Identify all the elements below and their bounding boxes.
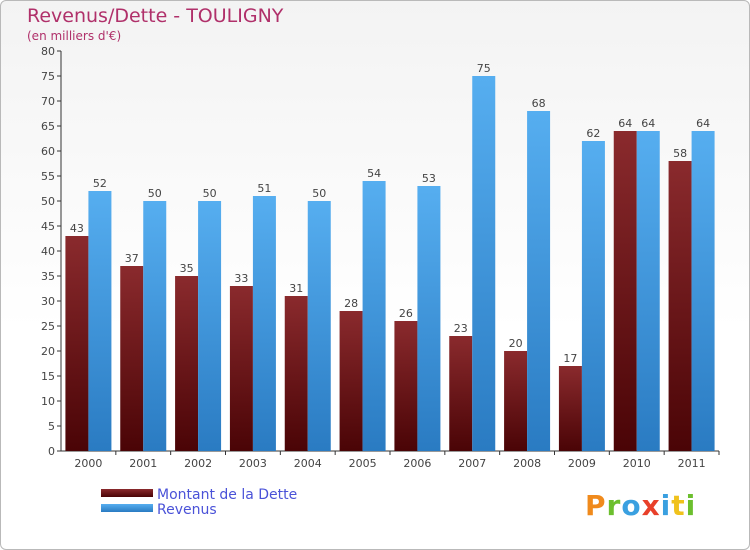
- legend-swatch-dette: [101, 489, 153, 497]
- bar-dette: [339, 311, 363, 451]
- data-label-dette: 33: [234, 272, 248, 285]
- y-tick-label: 65: [41, 120, 55, 133]
- data-label-revenus: 75: [477, 62, 491, 75]
- chart-title: Revenus/Dette - TOULIGNY: [27, 5, 284, 27]
- data-label-revenus: 51: [257, 182, 271, 195]
- bar-revenus: [362, 181, 386, 451]
- x-tick-label: 2002: [184, 457, 212, 470]
- logo-letter: r: [606, 489, 622, 522]
- data-label-dette: 43: [70, 222, 84, 235]
- logo-letter: i: [685, 489, 697, 522]
- bar-dette: [504, 351, 528, 451]
- bar-dette: [120, 266, 144, 451]
- data-label-revenus: 68: [532, 97, 546, 110]
- logo-letter: t: [671, 489, 686, 522]
- logo-letter: P: [585, 489, 607, 522]
- bar-revenus: [636, 131, 660, 451]
- y-tick-label: 70: [41, 95, 55, 108]
- data-label-dette: 35: [180, 262, 194, 275]
- data-label-dette: 26: [399, 307, 413, 320]
- bar-dette: [284, 296, 308, 451]
- data-label-dette: 64: [618, 117, 632, 130]
- x-tick-label: 2008: [513, 457, 541, 470]
- logo-letter: i: [660, 489, 672, 522]
- axes: 0 5 10 15 20 25 30 35 40 45 50 55 60 65 70 75 80 2000 2001…: [41, 45, 720, 470]
- y-tick-label: 45: [41, 220, 55, 233]
- bar-revenus: [252, 196, 276, 451]
- y-tick-label: 10: [41, 395, 55, 408]
- data-label-revenus: 50: [312, 187, 326, 200]
- proxiti-logo: Proxiti: [585, 489, 696, 522]
- bar-revenus: [198, 201, 222, 451]
- data-label-revenus: 50: [148, 187, 162, 200]
- x-tick-label: 2001: [129, 457, 157, 470]
- bar-revenus: [472, 76, 496, 451]
- y-tick-label: 25: [41, 320, 55, 333]
- bar-revenus: [88, 191, 112, 451]
- bar-dette: [668, 161, 692, 451]
- data-label-revenus: 64: [696, 117, 710, 130]
- bar-dette: [449, 336, 473, 451]
- bar-dette: [558, 366, 582, 451]
- y-tick-label: 80: [41, 45, 55, 58]
- data-label-revenus: 64: [641, 117, 655, 130]
- x-tick-label: 2010: [623, 457, 651, 470]
- bar-revenus: [143, 201, 167, 451]
- x-tick-label: 2000: [74, 457, 102, 470]
- data-label-revenus: 54: [367, 167, 381, 180]
- y-tick-label: 60: [41, 145, 55, 158]
- legend-label-revenus: Revenus: [157, 502, 217, 518]
- x-tick-label: 2009: [568, 457, 596, 470]
- x-tick-label: 2003: [239, 457, 267, 470]
- bar-dette: [175, 276, 199, 451]
- legend-label-dette: Montant de la Dette: [157, 487, 297, 503]
- y-tick-label: 20: [41, 345, 55, 358]
- data-label-dette: 23: [454, 322, 468, 335]
- logo-letter: o: [621, 489, 642, 522]
- logo-letter: x: [641, 489, 661, 522]
- x-tick-label: 2006: [403, 457, 431, 470]
- data-label-revenus: 62: [586, 127, 600, 140]
- bar-dette: [394, 321, 418, 451]
- data-label-dette: 28: [344, 297, 358, 310]
- y-tick-label: 75: [41, 70, 55, 83]
- data-label-dette: 37: [125, 252, 139, 265]
- bar-revenus: [417, 186, 441, 451]
- legend-swatch-revenus: [101, 504, 153, 512]
- data-label-revenus: 52: [93, 177, 107, 190]
- data-label-dette: 31: [289, 282, 303, 295]
- y-tick-label: 55: [41, 170, 55, 183]
- data-label-dette: 58: [673, 147, 687, 160]
- x-tick-label: 2007: [458, 457, 486, 470]
- x-tick-label: 2004: [294, 457, 322, 470]
- bar-dette: [229, 286, 253, 451]
- data-label-revenus: 50: [203, 187, 217, 200]
- data-label-dette: 17: [563, 352, 577, 365]
- bar-dette: [613, 131, 637, 451]
- y-tick-label: 5: [48, 420, 55, 433]
- bar-revenus: [527, 111, 551, 451]
- data-label-dette: 20: [509, 337, 523, 350]
- x-tick-label: 2011: [678, 457, 706, 470]
- bars: 43 52 37 50 35 50 33 51 31 50 28 54 26 53 23 75 20 68 17 62…: [65, 62, 715, 451]
- x-tick-label: 2005: [349, 457, 377, 470]
- y-tick-label: 40: [41, 245, 55, 258]
- chart-subtitle: (en milliers d'€): [27, 29, 122, 43]
- y-tick-label: 35: [41, 270, 55, 283]
- bar-revenus: [307, 201, 331, 451]
- y-tick-label: 30: [41, 295, 55, 308]
- y-tick-label: 15: [41, 370, 55, 383]
- y-tick-label: 50: [41, 195, 55, 208]
- y-tick-label: 0: [48, 445, 55, 458]
- data-label-revenus: 53: [422, 172, 436, 185]
- bar-revenus: [691, 131, 715, 451]
- bar-dette: [65, 236, 89, 451]
- bar-revenus: [581, 141, 605, 451]
